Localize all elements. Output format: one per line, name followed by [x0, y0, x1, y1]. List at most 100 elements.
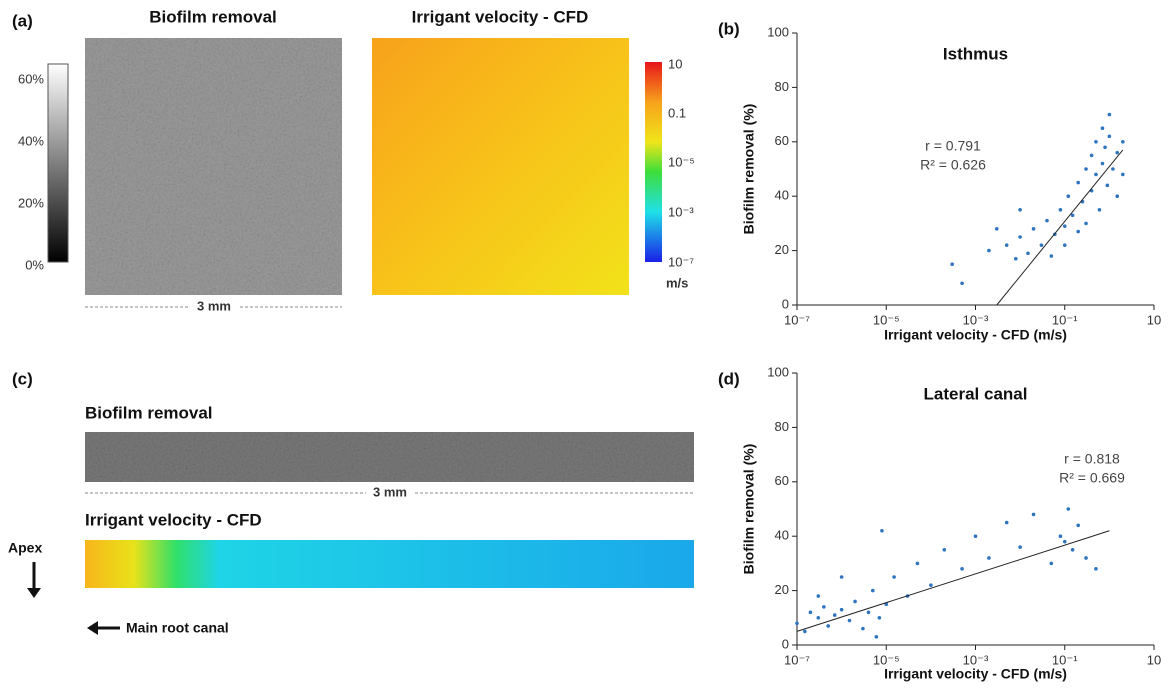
colorbar-label: 10⁻⁵ — [668, 154, 695, 169]
colorbar-label: 0.1 — [668, 105, 686, 120]
colorbar-unit: m/s — [666, 275, 688, 290]
y-axis-label: Biofilm removal (%) — [741, 444, 757, 575]
point — [1014, 256, 1018, 261]
image-title: Irrigant velocity - CFD — [412, 7, 589, 26]
annotation: r = 0.791 — [925, 138, 981, 154]
point — [1121, 172, 1125, 177]
velocity-image — [372, 38, 629, 295]
point — [950, 262, 954, 267]
point — [1031, 227, 1036, 231]
point — [839, 575, 844, 579]
point — [1094, 140, 1098, 144]
x-axis-label: Irrigant velocity - CFD (m/s) — [884, 666, 1067, 682]
image-title: Biofilm removal — [149, 7, 277, 26]
point — [1004, 243, 1009, 247]
image-title: Biofilm removal — [85, 403, 213, 422]
point — [880, 528, 884, 533]
point — [1107, 112, 1112, 117]
point — [816, 616, 821, 620]
point — [987, 556, 991, 560]
point — [1049, 561, 1054, 566]
point — [861, 626, 865, 631]
annotation: r = 0.818 — [1064, 451, 1120, 467]
point — [803, 629, 807, 634]
point — [822, 605, 826, 609]
point — [915, 561, 920, 566]
x-tick-label: 10⁻⁵ — [873, 312, 900, 327]
x-tick-label: 10⁻¹ — [1052, 652, 1078, 667]
panel-label: (d) — [718, 369, 740, 388]
point — [1058, 208, 1063, 212]
velocity-colorbar — [645, 62, 662, 262]
point — [871, 588, 875, 593]
fit-line — [796, 530, 1110, 632]
point — [1039, 243, 1044, 247]
point — [816, 594, 821, 598]
point — [1018, 235, 1022, 239]
y-tick-label: 60 — [775, 473, 789, 488]
point — [942, 548, 947, 552]
point — [1049, 254, 1054, 258]
scale-bg — [366, 484, 414, 502]
apex-label: Apex — [8, 540, 42, 556]
scale-label: 3 mm — [197, 298, 231, 313]
colorbar-label: 10 — [668, 56, 682, 71]
point — [892, 575, 896, 579]
panel-label: (c) — [12, 369, 33, 388]
fit-line — [996, 149, 1124, 306]
point — [1076, 523, 1080, 528]
scale-label: 3 mm — [373, 484, 407, 499]
panel-label: (a) — [12, 11, 33, 30]
point — [1066, 507, 1071, 511]
y-tick-label: 100 — [767, 364, 789, 379]
arrow-head — [87, 621, 98, 635]
y-tick-label: 60 — [775, 133, 789, 148]
point — [1062, 243, 1067, 247]
x-tick-label: 10⁻⁷ — [784, 652, 810, 667]
colorbar-label: 20% — [18, 195, 44, 210]
x-tick-label: 10⁻⁷ — [784, 312, 810, 327]
point — [960, 567, 964, 571]
x-tick-label: 10⁻³ — [963, 652, 989, 667]
point — [929, 583, 933, 587]
x-tick-label: 10 — [1147, 312, 1161, 327]
point — [973, 534, 978, 538]
colorbar-label: 10⁻³ — [668, 204, 694, 219]
chart-title: Lateral canal — [924, 384, 1028, 403]
annotation: R² = 0.626 — [920, 157, 986, 173]
point — [1115, 194, 1120, 198]
point — [1089, 153, 1094, 158]
y-tick-label: 100 — [767, 24, 789, 39]
image-title: Irrigant velocity - CFD — [85, 510, 262, 529]
point — [874, 635, 879, 639]
point — [1026, 251, 1030, 256]
point — [1121, 140, 1125, 144]
point — [987, 248, 991, 253]
point — [1076, 229, 1080, 234]
point — [826, 624, 830, 628]
point — [1100, 161, 1105, 166]
biofilm-strip — [85, 432, 694, 482]
y-tick-label: 0 — [782, 296, 789, 311]
point — [1018, 208, 1022, 212]
y-axis-label: Biofilm removal (%) — [741, 104, 757, 235]
colorbar-label: 10⁻⁷ — [668, 254, 694, 269]
point — [1004, 520, 1009, 525]
point — [1097, 208, 1102, 212]
x-tick-label: 10 — [1147, 652, 1161, 667]
point — [1103, 145, 1107, 150]
point — [1084, 556, 1088, 560]
point — [795, 621, 799, 626]
x-tick-label: 10⁻¹ — [1052, 312, 1078, 327]
point — [1070, 548, 1075, 552]
point — [866, 610, 871, 615]
x-axis-label: Irrigant velocity - CFD (m/s) — [884, 327, 1067, 343]
point — [1062, 224, 1067, 228]
velocity-strip — [85, 540, 694, 588]
y-tick-label: 40 — [775, 528, 789, 543]
point — [1062, 539, 1067, 544]
point — [1111, 167, 1115, 171]
panel-label: (b) — [718, 19, 740, 38]
x-tick-label: 10⁻³ — [963, 312, 989, 327]
canal-label: Main root canal — [126, 620, 229, 636]
